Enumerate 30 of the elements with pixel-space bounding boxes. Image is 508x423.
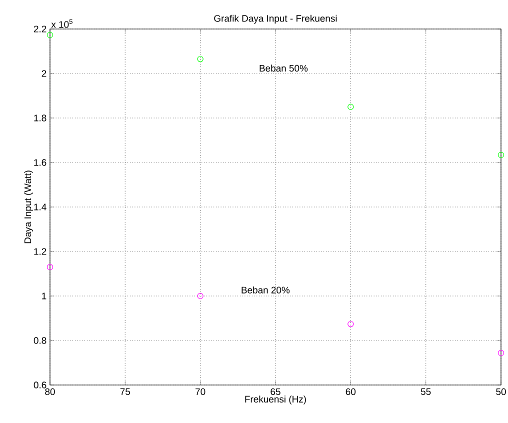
point xyxy=(46,32,54,38)
y-tick-label: 2 xyxy=(42,70,46,77)
point xyxy=(197,56,204,62)
text: x 10$^{5}$ xyxy=(51,19,72,28)
annotation: Beban 20% xyxy=(242,286,290,294)
x-tick-label: 50 xyxy=(496,388,506,396)
x-tick-label: 75 xyxy=(120,388,130,395)
y-tick-label: 1.2 xyxy=(34,248,46,255)
point xyxy=(46,264,54,270)
point xyxy=(348,104,354,110)
y-tick-label: 1 xyxy=(42,292,46,300)
y-tick-label: 0.6 xyxy=(34,382,46,388)
point xyxy=(197,292,204,300)
y-tick-label: 1.8 xyxy=(34,114,46,122)
point xyxy=(498,350,504,356)
x-tick-label: 70 xyxy=(196,388,206,396)
y-tick-label: 1.6 xyxy=(34,159,46,166)
y-tick-label: 0.8 xyxy=(34,337,46,344)
x-tick-label: 55 xyxy=(420,388,431,395)
point xyxy=(498,152,504,158)
x-tick-label: 80 xyxy=(45,388,55,396)
x-tick-label: 65 xyxy=(270,388,280,396)
annotation: Beban 50% xyxy=(260,64,308,72)
point xyxy=(348,320,354,328)
x-axis-title: Frekuensi (Hz) xyxy=(245,396,306,404)
y-tick-label: 1.4 xyxy=(34,204,46,210)
y-axis-title: Daya Input (Watt) xyxy=(24,170,33,244)
chart-title: Grafik Daya Input - Frekuensi xyxy=(214,14,337,24)
y-tick-label: 2.2 xyxy=(34,26,46,32)
x-tick-label: 60 xyxy=(346,388,356,396)
